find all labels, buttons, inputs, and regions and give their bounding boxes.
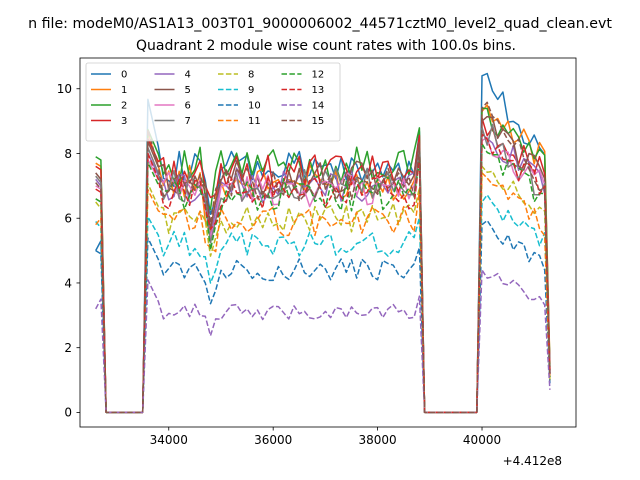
y-tick-label: 4 (64, 276, 72, 290)
y-tick-label: 2 (64, 341, 72, 355)
series-line-10 (95, 219, 551, 414)
legend-box (85, 62, 341, 142)
y-tick-label: 6 (64, 212, 72, 226)
x-tick-label: 40000 (463, 433, 501, 447)
legend-label-5: 5 (185, 85, 191, 96)
y-tick-label: 8 (64, 147, 72, 161)
legend-label-1: 1 (121, 85, 127, 96)
series-line-9 (95, 194, 551, 414)
legend-label-8: 8 (248, 70, 254, 81)
y-tick-label: 10 (57, 82, 72, 96)
legend-label-3: 3 (121, 116, 127, 127)
plot-area: 34000 36000 38000 4000002468100123456789101… (57, 57, 577, 447)
axes-frame (79, 57, 577, 428)
legend-label-4: 4 (185, 70, 191, 81)
legend-label-11: 11 (248, 116, 261, 127)
legend-label-0: 0 (121, 70, 127, 81)
legend-label-2: 2 (121, 101, 127, 112)
series-line-15 (95, 101, 551, 414)
legend-label-6: 6 (185, 101, 191, 112)
legend-label-10: 10 (248, 101, 261, 112)
legend-label-12: 12 (312, 70, 325, 81)
x-tick-label: 36000 (254, 433, 292, 447)
legend-label-7: 7 (185, 116, 191, 127)
x-axis-offset-label: +4.412e8 (503, 454, 562, 468)
legend-label-15: 15 (312, 116, 325, 127)
x-tick-label: 38000 (359, 433, 397, 447)
x-tick-label: 34000 (150, 433, 188, 447)
y-tick-label: 0 (64, 406, 72, 420)
figure-suptitle: n file: modeM0/AS1A13_003T01_9000006002_… (28, 16, 612, 32)
legend-label-14: 14 (312, 101, 325, 112)
chart-title: Quadrant 2 module wise count rates with … (136, 38, 516, 54)
legend-label-13: 13 (312, 85, 325, 96)
legend-label-9: 9 (248, 85, 254, 96)
